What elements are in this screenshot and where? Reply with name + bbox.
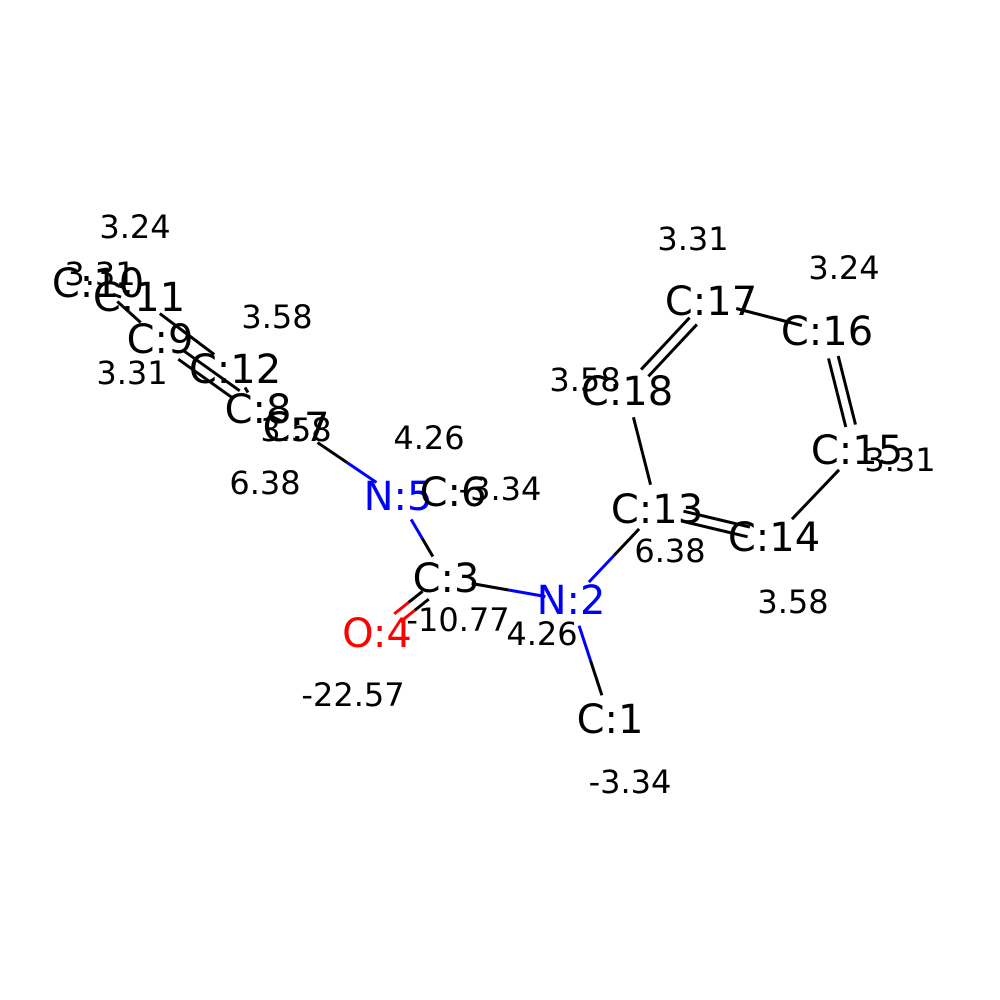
atom-label-4: O:4 — [342, 611, 412, 657]
bond-9-10 — [116, 300, 142, 324]
atom-label-12: C:12 — [189, 347, 281, 393]
atom-value-15: 3.31 — [864, 441, 935, 479]
atom-label-1: C:1 — [577, 697, 644, 743]
atom-label-13: C:13 — [611, 487, 703, 533]
atom-value-9: 3.31 — [96, 354, 167, 392]
atom-label-3: C:3 — [413, 556, 480, 602]
bond-12-8 — [243, 386, 250, 394]
atom-layer: C:1 N:2 C:3O:4 N:5C:6 C:7C:8 C:9 C:10C:11C:12 C… — [52, 261, 903, 743]
bond-3-5 — [409, 518, 435, 558]
atom-value-14: 3.58 — [757, 583, 828, 621]
atom-value-7: 6.38 — [229, 464, 300, 502]
atom-label-15: C:15 — [811, 428, 903, 474]
atom-value-17: 3.31 — [657, 220, 728, 258]
bond-10-11 — [112, 283, 125, 299]
atom-value-4: -22.57 — [301, 676, 404, 714]
atom-value-18: 3.58 — [549, 361, 620, 399]
bond-15-16 — [827, 355, 857, 428]
atom-label-18: C:18 — [581, 369, 673, 415]
atom-label-7: C:7 — [263, 405, 330, 451]
bond-7-8 — [271, 415, 283, 423]
bond-5-7 — [316, 441, 378, 484]
bond-3-4 — [393, 590, 430, 623]
atom-label-11: C:11 — [93, 275, 185, 321]
bond-11-12 — [158, 312, 216, 356]
atom-value-2: 4.26 — [506, 615, 577, 653]
atom-value-8: 3.58 — [260, 411, 331, 449]
atom-label-9: C:9 — [127, 317, 194, 363]
bond-13-14 — [680, 509, 751, 539]
bond-layer — [112, 283, 857, 696]
atom-value-3: -10.77 — [406, 601, 509, 639]
atom-value-12: 3.58 — [241, 298, 312, 336]
atom-label-8: C:8 — [225, 387, 292, 433]
atom-value-1: -3.34 — [589, 763, 672, 801]
bond-8-9 — [177, 349, 241, 401]
atom-value-11: 3.31 — [64, 255, 135, 293]
atom-value-16: 3.24 — [808, 249, 879, 287]
atom-label-2: N:2 — [537, 578, 606, 624]
atom-value-10: 3.24 — [99, 208, 170, 246]
bond-17-18 — [639, 316, 699, 378]
atom-label-5: N:5 — [364, 474, 433, 520]
value-layer: -3.344.26-10.77-22.574.26-3.346.383.583.… — [64, 208, 935, 801]
atom-label-17: C:17 — [665, 279, 757, 325]
bond-1-2 — [577, 625, 604, 696]
atom-value-6: -3.34 — [459, 470, 542, 508]
atom-label-6: C:6 — [420, 470, 487, 516]
bond-2-3 — [471, 582, 546, 598]
atom-value-13: 6.38 — [634, 532, 705, 570]
bond-16-17 — [735, 307, 803, 327]
atom-label-16: C:16 — [781, 309, 873, 355]
atom-value-5: 4.26 — [393, 419, 464, 457]
atom-label-10: C:10 — [52, 261, 144, 307]
bond-14-15 — [790, 468, 841, 521]
bond-18-13 — [631, 416, 653, 486]
bond-2-13 — [587, 527, 641, 584]
atom-label-14: C:14 — [728, 515, 820, 561]
